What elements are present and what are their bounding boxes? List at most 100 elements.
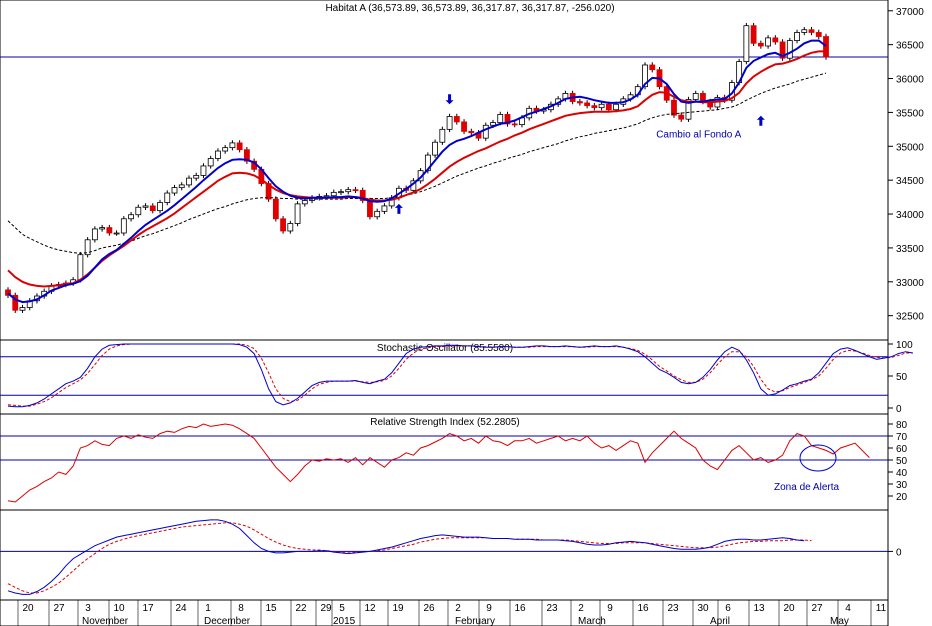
candle [113,232,120,235]
candle [692,93,699,100]
candle [446,116,453,130]
arrow-down-icon [445,94,454,105]
arrow-up-icon [394,203,403,214]
price-y-axis: 32500 33000 33500 34000 34500 35000 35500 36000… [888,7,924,323]
x-day-label: 19 [392,603,404,614]
price-y-tick-label: 33000 [896,278,924,289]
x-month-label: 2015 [333,616,356,626]
ma-fast-line [7,39,827,304]
rsi-panel: Relative Strength Index (52.2805) 203040… [0,413,908,511]
rsi-y-tick-label: 20 [896,492,908,503]
x-day-label: 20 [22,603,34,614]
price-y-tick-label: 34000 [896,210,924,221]
candle [765,37,771,47]
rsi-y-tick-label: 50 [896,456,908,467]
candle [157,202,163,212]
candle [642,64,648,88]
candle [149,205,156,212]
oscillator-panel: 0 [0,509,902,601]
x-day-label: 3 [85,603,91,614]
stoch-k-line [7,343,913,408]
rsi-y-tick-label: 80 [896,420,908,431]
candle [99,227,106,230]
x-day-label: 12 [364,603,376,614]
price-y-tick-label: 36000 [896,75,924,86]
candle [323,195,330,198]
candle [236,142,243,151]
x-month-label: February [455,616,495,626]
candle [649,64,656,71]
candle [12,294,19,311]
candle [215,150,221,159]
rsi-line [7,423,870,503]
stochastic-panel: Stochastic Oscillator (85.5580) 0 50 100 [0,339,913,415]
stochastic-y-axis: 0 50 100 [888,340,913,415]
x-day-label: 2 [455,603,461,614]
alert-circle [799,444,837,472]
candle [815,32,822,37]
x-axis: 20 27 3 10 17 24 1 8 15 22 29 5 12 19 26 2 9 16 23 2 9 16 23 30… [0,599,889,626]
x-month-label: November [82,616,129,626]
candle [229,142,236,149]
candle [186,177,192,186]
x-day-label: 22 [295,603,307,614]
candle [468,130,475,134]
x-day-label: 16 [637,603,649,614]
candle [584,102,591,107]
candle [135,206,142,216]
candle [794,32,800,41]
candle [757,42,764,47]
x-day-label: 23 [546,603,558,614]
candle [272,198,279,220]
candle [178,184,185,189]
candle [5,289,11,296]
candle [482,124,489,139]
candle [77,254,84,281]
stochastic-title: Stochastic Oscillator (85.5580) [377,343,513,354]
price-y-tick-label: 36500 [896,41,924,52]
oscillator-marks [0,519,888,595]
candle [576,101,583,104]
x-day-label: 29 [320,603,332,614]
candle [243,149,250,162]
x-day-label: 9 [607,603,613,614]
candle [779,41,786,59]
x-day-label: 1 [205,603,211,614]
x-day-label: 24 [175,603,187,614]
candle [106,227,113,234]
x-day-label: 16 [514,603,526,614]
rsi-y-tick-label: 40 [896,468,908,479]
candle [338,191,344,194]
rsi-title: Relative Strength Index (52.2805) [370,417,520,428]
x-day-label: 26 [423,603,435,614]
candle [193,175,200,179]
candle [605,103,612,111]
x-month-label: April [710,616,730,626]
ma-long-line [7,72,827,254]
price-y-tick-label: 37000 [896,7,924,18]
candle [598,103,605,109]
stochastic-marks [0,343,913,408]
stoch-y-tick-label: 0 [896,404,902,415]
x-month-label: December [204,616,251,626]
candle [823,36,829,58]
candle [171,187,178,194]
candle [808,29,815,33]
ma-slow-line [7,50,826,288]
x-day-label: 6 [725,603,731,614]
candle [678,114,685,120]
candle [801,29,808,33]
candle [461,121,467,132]
x-day-label: 27 [53,603,65,614]
candle [511,123,518,126]
rsi-y-tick-label: 70 [896,432,908,443]
osc-y-tick-label: 0 [896,547,902,558]
x-day-label: 23 [667,603,679,614]
price-panel: Habitat A (36,573.89, 36,573.89, 36,317.… [0,0,924,341]
candle [772,37,779,43]
candle [490,122,496,126]
x-day-label: 4 [845,603,851,614]
candle [330,191,337,197]
candle [265,183,272,200]
candle [750,25,757,44]
